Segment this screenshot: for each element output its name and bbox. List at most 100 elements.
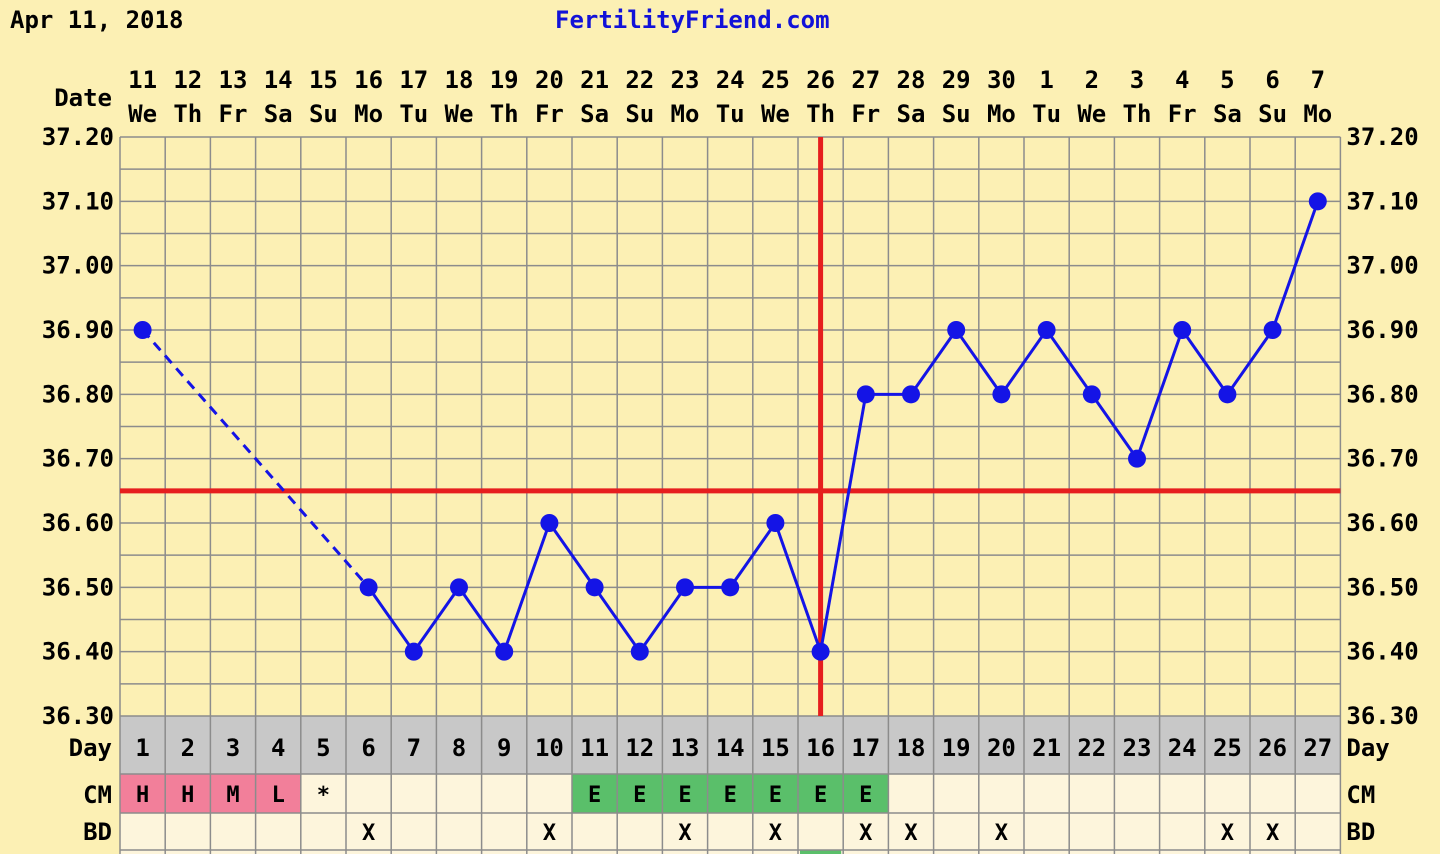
- bd-cell: [300, 813, 346, 850]
- weekday-label: We: [761, 100, 790, 128]
- date-label: 26: [806, 66, 835, 94]
- bd-cell: [1204, 813, 1250, 850]
- weekday-label: We: [128, 100, 157, 128]
- bd-cell: [481, 813, 527, 850]
- weekday-label: Fr: [851, 100, 880, 128]
- day-number: 17: [851, 734, 880, 762]
- y-tick-left: 36.40: [42, 638, 114, 666]
- temperature-point: [1128, 449, 1146, 468]
- cm-row-label: CM: [83, 781, 112, 809]
- weekday-label: Mo: [987, 100, 1016, 128]
- cm-cell: [572, 774, 618, 813]
- bd-cell: [1295, 813, 1341, 850]
- y-tick-left: 37.00: [42, 252, 114, 280]
- temperature-point: [359, 578, 378, 597]
- bd-cell: [707, 813, 753, 850]
- bd-value: X: [859, 821, 872, 846]
- cm-cell: [481, 774, 527, 813]
- print-date: Apr 11, 2018: [10, 6, 184, 34]
- date-label: 6: [1265, 66, 1279, 94]
- day-number: 9: [497, 734, 511, 762]
- day-number: 20: [987, 734, 1016, 762]
- temperature-segment: [954, 329, 1003, 396]
- weekday-label: Mo: [354, 100, 383, 128]
- day-number: 12: [625, 734, 654, 762]
- date-label: 23: [671, 66, 700, 94]
- temperature-gap-segment: [141, 329, 370, 589]
- temperature-point: [585, 578, 604, 597]
- bd-cell: [346, 813, 392, 850]
- day-number: 27: [1303, 734, 1332, 762]
- date-label: 19: [490, 66, 519, 94]
- temperature-segment: [1180, 329, 1229, 396]
- weekday-label: Sa: [264, 100, 293, 128]
- bd-row-label: BD: [83, 818, 112, 846]
- weekday-label: Su: [309, 100, 338, 128]
- weekday-label: Th: [806, 100, 835, 128]
- y-tick-left: 37.20: [42, 123, 114, 151]
- date-label: 5: [1220, 66, 1234, 94]
- temperature-point: [721, 578, 740, 597]
- weekday-label: We: [445, 100, 474, 128]
- day-number: 25: [1213, 734, 1242, 762]
- cm-value: E: [814, 783, 827, 808]
- y-tick-left: 36.90: [42, 316, 114, 344]
- bd-cell: [933, 813, 979, 850]
- temperature-point: [947, 321, 966, 339]
- cm-cell: [346, 774, 392, 813]
- bd-value: X: [543, 821, 556, 846]
- weekday-label: We: [1077, 100, 1106, 128]
- cm-cell: [1159, 774, 1205, 813]
- cm-cell: [1204, 774, 1250, 813]
- bd-cell: [888, 813, 934, 850]
- day-number: 26: [1258, 734, 1287, 762]
- temperature-point: [1218, 385, 1237, 404]
- cm-cell: [210, 774, 256, 813]
- date-label: 11: [128, 66, 157, 94]
- y-tick-right: 36.50: [1346, 573, 1418, 601]
- temperature-segment: [593, 586, 642, 653]
- cm-value: M: [226, 783, 239, 808]
- bd-cell: [120, 813, 166, 850]
- day-number: 8: [452, 734, 466, 762]
- cm-value: E: [724, 783, 737, 808]
- y-tick-right: 36.70: [1346, 445, 1418, 473]
- cm-cell: [1295, 774, 1341, 813]
- date-label: 29: [942, 66, 971, 94]
- day-number: 11: [580, 734, 609, 762]
- cm-cell: [255, 774, 301, 813]
- date-label: 16: [354, 66, 383, 94]
- temperature-segment: [638, 586, 687, 653]
- temperature-segment: [1271, 200, 1320, 331]
- cm-cell: [888, 774, 934, 813]
- y-tick-right: 37.00: [1346, 252, 1418, 280]
- weekday-label: Fr: [1168, 100, 1197, 128]
- cm-value: H: [136, 783, 149, 808]
- temperature-point: [1263, 321, 1282, 339]
- next-row-bg: [120, 850, 1341, 854]
- temperature-segment: [1000, 329, 1048, 396]
- temperature-point: [1173, 321, 1192, 339]
- date-label: 18: [445, 66, 474, 94]
- cm-value: E: [588, 783, 601, 808]
- day-number: 10: [535, 734, 564, 762]
- day-number: 23: [1123, 734, 1152, 762]
- date-label: 24: [716, 66, 745, 94]
- site-name[interactable]: FertilityFriend.com: [555, 6, 830, 34]
- day-number: 16: [806, 734, 835, 762]
- day-row-bg: [120, 716, 1341, 774]
- bd-cell: [391, 813, 437, 850]
- y-tick-right: 36.80: [1346, 380, 1418, 408]
- temperature-segment: [457, 586, 506, 653]
- day-number: 13: [671, 734, 700, 762]
- cm-cell: [798, 774, 844, 813]
- cm-value: E: [633, 783, 646, 808]
- weekday-label: Th: [490, 100, 519, 128]
- day-number: 14: [716, 734, 745, 762]
- temperature-point: [1037, 321, 1056, 339]
- bd-cell: [662, 813, 708, 850]
- temperature-point: [495, 642, 514, 661]
- y-tick-right: 36.60: [1346, 509, 1418, 537]
- y-tick-left: 37.10: [42, 187, 114, 215]
